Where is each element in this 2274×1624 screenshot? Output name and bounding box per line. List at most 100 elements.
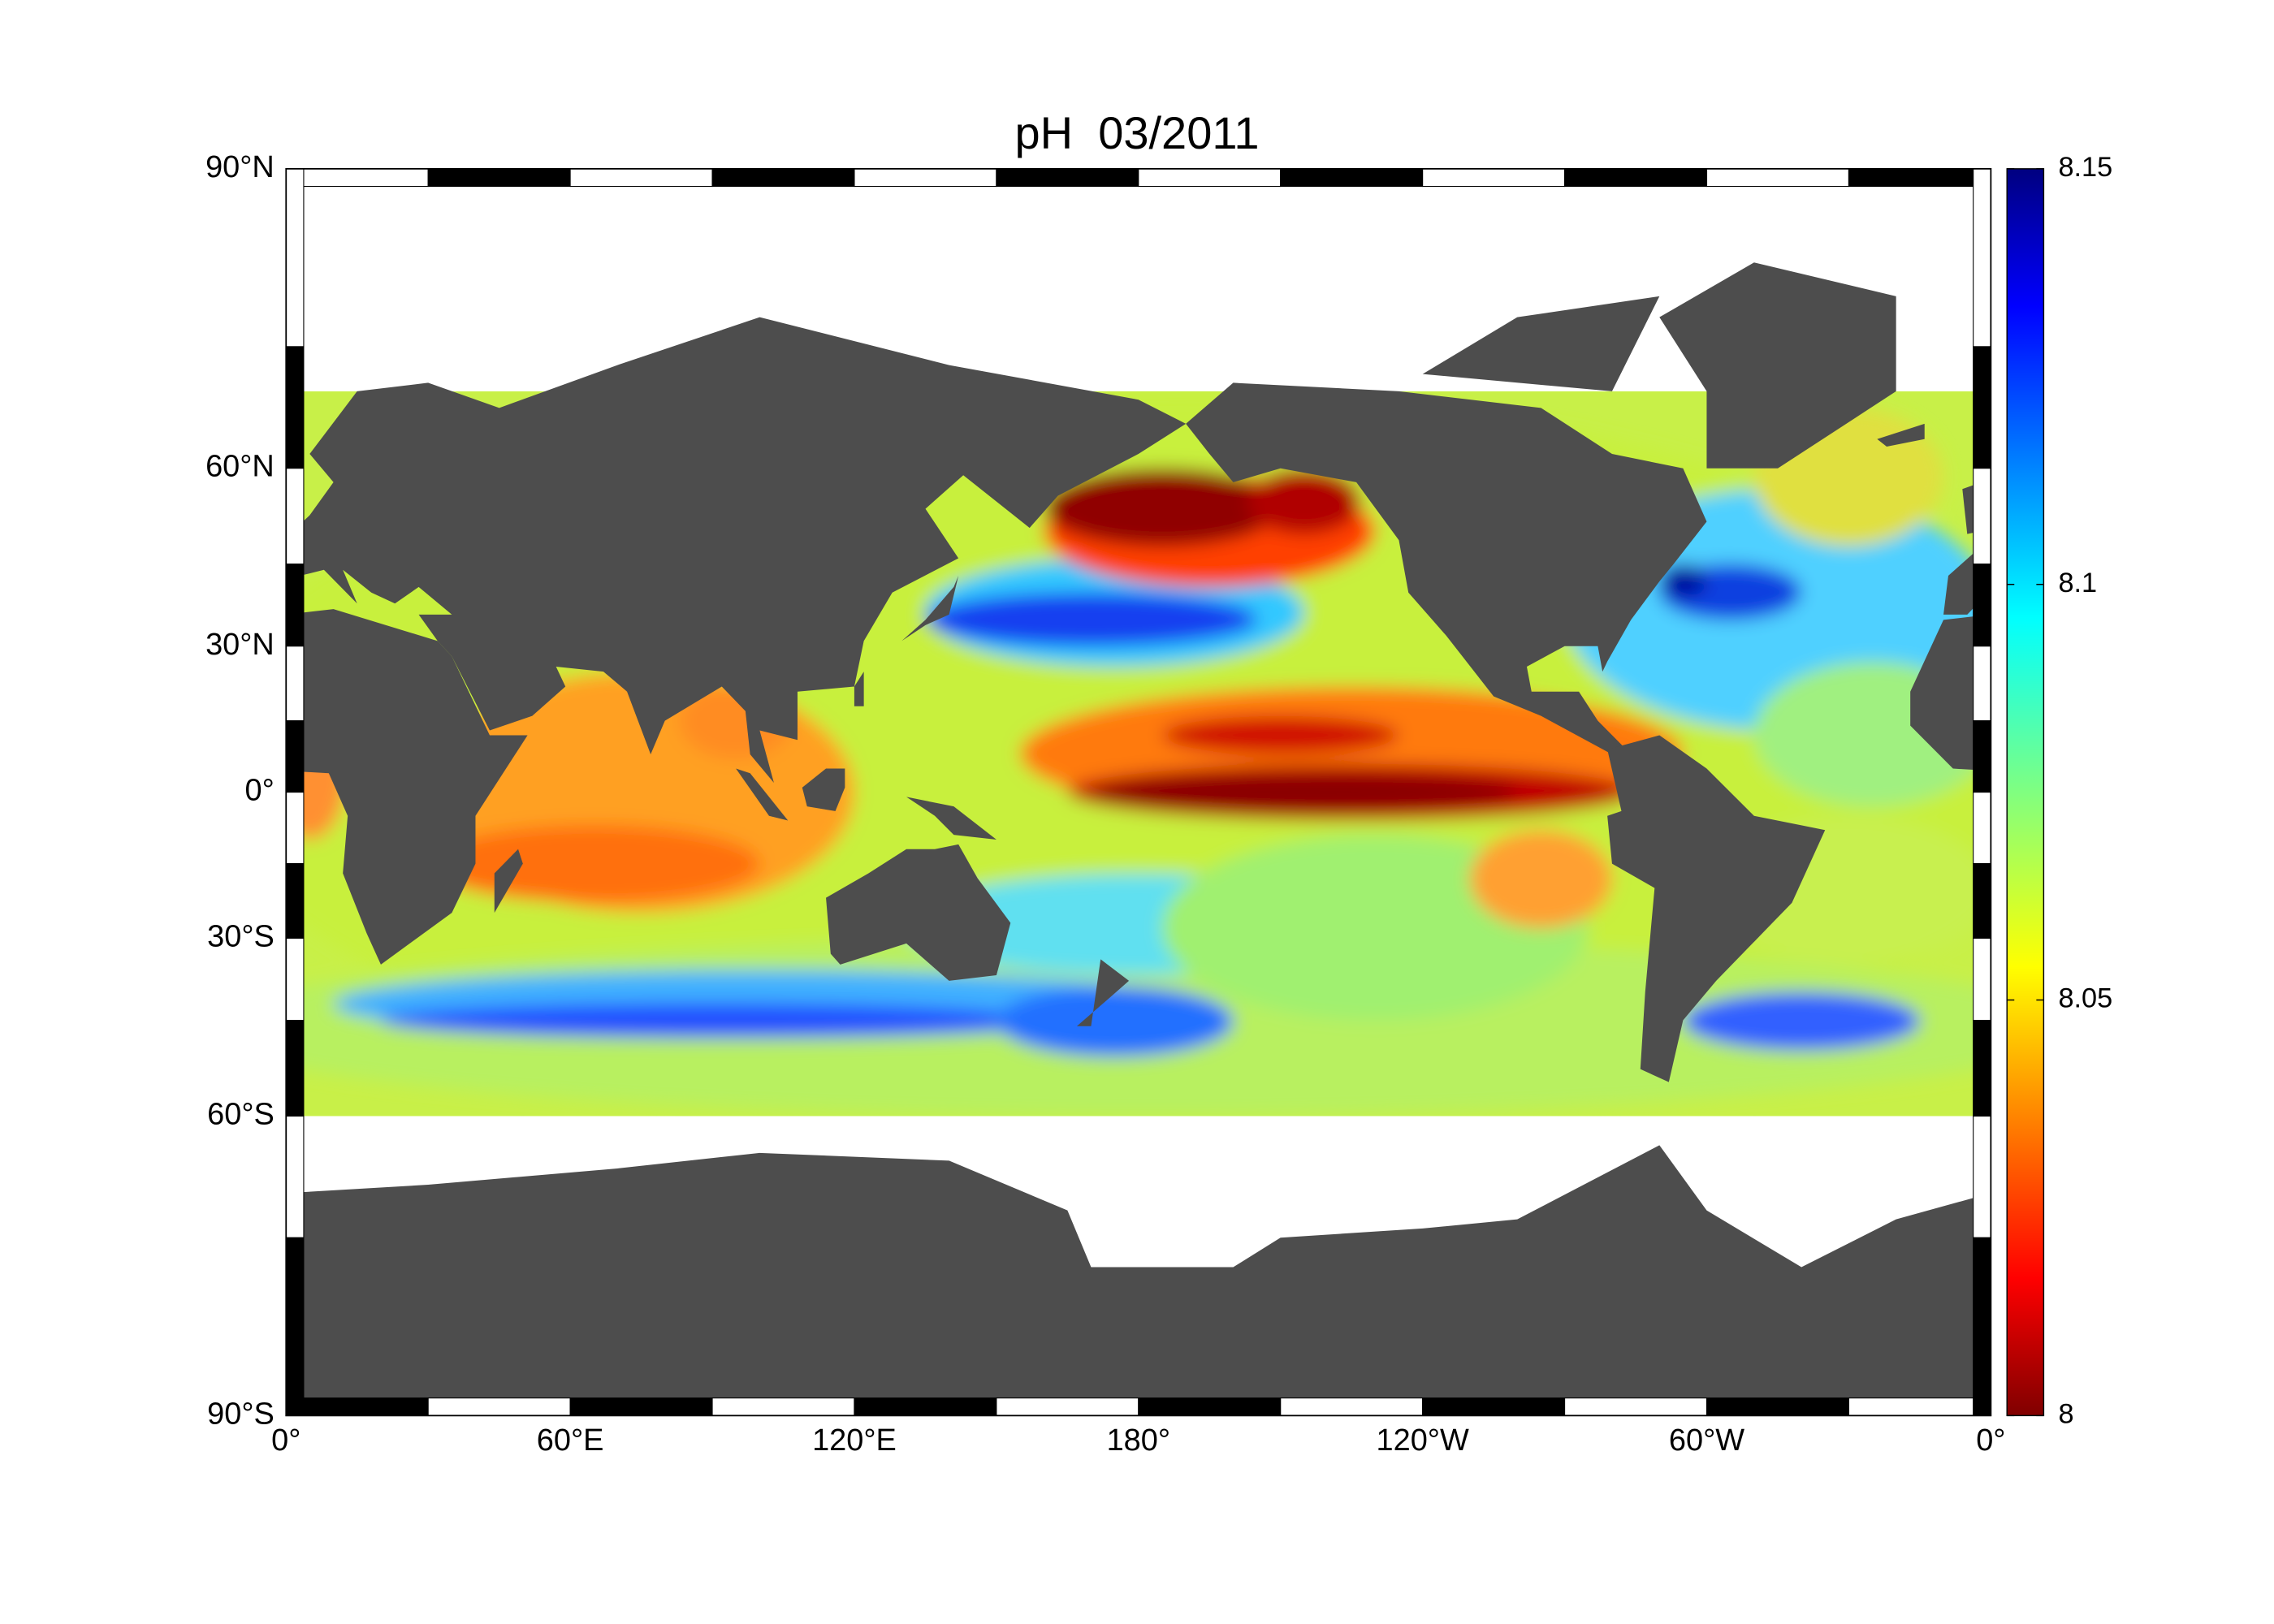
border-stripe — [1973, 792, 1991, 865]
landmass — [1607, 735, 1826, 1082]
border-stripe — [996, 168, 1139, 188]
border-stripe — [285, 1019, 305, 1117]
border-stripe — [1422, 168, 1566, 188]
lat-tick-label: 60°S — [207, 1098, 275, 1132]
border-stripe — [1973, 564, 1991, 647]
land — [0, 262, 2228, 1414]
ocean-patch — [1469, 830, 1612, 928]
border-stripe — [1706, 1397, 1849, 1416]
lon-tick-label: 120°W — [1377, 1423, 1469, 1458]
ocean-patch — [1247, 468, 1361, 534]
landmass — [1962, 485, 1974, 534]
border-stripe — [285, 862, 305, 939]
border-stripe — [1706, 168, 1849, 188]
border-stripe — [1973, 720, 1991, 793]
colorbar-tick-label: 8.15 — [2058, 152, 2112, 183]
border-stripe — [569, 1397, 713, 1416]
map-border — [285, 167, 1992, 1417]
landmass — [736, 768, 789, 821]
ocean-patch — [1044, 468, 1281, 546]
border-stripe — [285, 792, 305, 865]
border-stripe — [285, 346, 305, 469]
landmass — [1186, 382, 1707, 755]
ocean-patch — [1659, 564, 1707, 598]
border-stripe — [285, 720, 305, 793]
colorbar-tick-label: 8.05 — [2058, 983, 2112, 1014]
border-stripe — [1280, 168, 1424, 188]
lon-tick-label: 60°W — [1669, 1423, 1744, 1458]
landmass — [0, 382, 2, 754]
colorbar-tick-label: 8.1 — [2058, 568, 2097, 598]
ocean-patch — [380, 1003, 1044, 1039]
lat-tick-label: 90°N — [205, 150, 275, 184]
colorbar-tick-label: 8 — [2058, 1398, 2073, 1429]
border-stripe — [285, 168, 305, 348]
frame-outline — [285, 167, 1992, 1417]
landmass — [1943, 553, 1974, 615]
border-stripe — [1973, 1019, 1991, 1117]
landmass — [303, 317, 1187, 784]
border-stripe — [854, 168, 997, 188]
lon-tick-label: 60°E — [537, 1423, 604, 1458]
border-stripe — [1973, 168, 1991, 348]
border-stripe — [427, 1397, 571, 1416]
border-stripe — [427, 168, 571, 188]
border-stripe — [1280, 1397, 1424, 1416]
lon-tick-label: 120°E — [812, 1423, 897, 1458]
landmass — [303, 1145, 1974, 1398]
ocean-patch — [996, 986, 1234, 1057]
lat-tick-label: 90°S — [207, 1397, 275, 1431]
landmass — [1076, 959, 1130, 1026]
border-stripe — [1973, 346, 1991, 469]
border-stripe — [711, 168, 855, 188]
border-stripe — [285, 1397, 429, 1416]
lat-tick-label: 60°N — [205, 450, 275, 484]
landmass — [826, 844, 1011, 981]
map-title: pH 03/2011 — [1015, 107, 1260, 158]
border-stripe — [1564, 1397, 1708, 1416]
landmass — [0, 1145, 286, 1414]
lon-tick-label: 0° — [271, 1423, 300, 1458]
landmass — [1910, 616, 1974, 770]
border-stripe — [569, 168, 713, 188]
landmass — [1422, 296, 1660, 391]
landmass — [0, 736, 120, 1082]
border-stripe — [1973, 1115, 1991, 1238]
border-stripe — [285, 646, 305, 722]
border-stripe — [1848, 168, 1991, 188]
border-stripe — [1973, 1237, 1991, 1416]
border-stripe — [1138, 168, 1282, 188]
landmass — [172, 424, 219, 447]
landmass — [901, 575, 959, 641]
border-stripe — [285, 468, 305, 565]
border-stripe — [1138, 1397, 1282, 1416]
border-stripe — [285, 1237, 305, 1416]
border-stripe — [285, 564, 305, 647]
border-stripe — [1564, 168, 1708, 188]
border-stripe — [711, 1397, 855, 1416]
landmass — [303, 609, 528, 965]
landmass — [1659, 262, 1896, 469]
lat-tick-label: 30°N — [205, 628, 275, 662]
border-stripe — [285, 1115, 305, 1238]
border-stripe — [1973, 468, 1991, 565]
border-stripe — [1848, 1397, 1991, 1416]
map-area — [0, 186, 2228, 1414]
border-stripe — [854, 1397, 997, 1416]
lon-tick-label: 180° — [1107, 1423, 1170, 1458]
colorbar — [2006, 168, 2045, 1417]
landmass — [2199, 849, 2228, 913]
landmass — [494, 849, 523, 914]
lon-tick-label: 0° — [1976, 1423, 2005, 1458]
border-stripe — [285, 937, 305, 1021]
ocean-patch — [925, 592, 1257, 646]
ocean-patch — [1683, 991, 1920, 1051]
landmass — [1877, 423, 1925, 447]
border-stripe — [1422, 1397, 1566, 1416]
border-stripe — [996, 1397, 1139, 1416]
ocean-patch — [1161, 715, 1399, 754]
landmass — [802, 768, 845, 811]
